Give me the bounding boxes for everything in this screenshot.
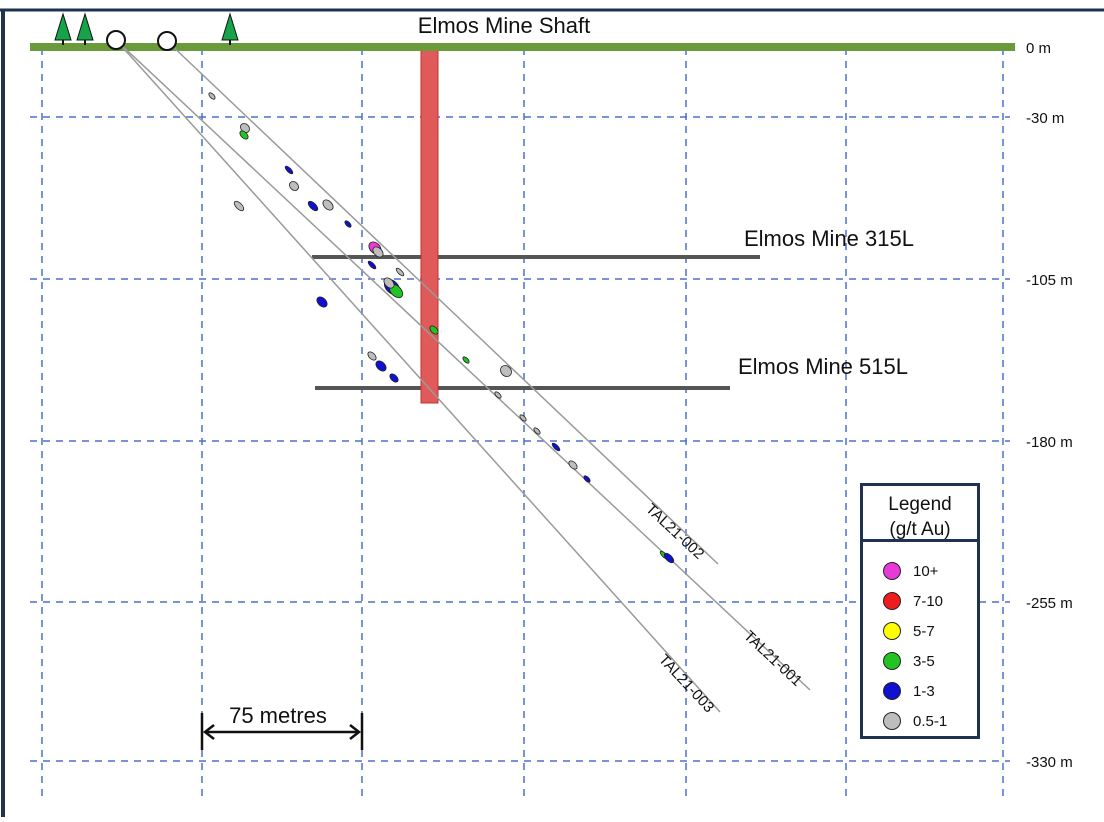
level-315-drift xyxy=(312,255,760,259)
legend-items: 10+ 7-10 5-7 3-5 1-3 0.5-1 xyxy=(863,542,977,736)
collar-marker xyxy=(157,31,177,51)
legend-item-label: 10+ xyxy=(913,562,939,580)
legend-item: 0.5-1 xyxy=(863,706,977,736)
scale-bar-label: 75 metres xyxy=(229,703,327,728)
legend-title: Legend (g/t Au) xyxy=(863,486,977,542)
level-315-label: Elmos Mine 315L xyxy=(744,226,914,251)
level-515-drift xyxy=(315,386,730,390)
mine-shaft xyxy=(420,47,439,404)
depth-label: -180 m xyxy=(1026,434,1073,451)
legend-item: 7-10 xyxy=(863,586,977,616)
shaft-title: Elmos Mine Shaft xyxy=(418,13,590,38)
tree-icon xyxy=(54,12,72,45)
legend-item-label: 3-5 xyxy=(913,652,935,670)
legend-swatch xyxy=(883,682,901,700)
legend-title-line1: Legend xyxy=(888,494,952,515)
depth-labels: 0 m -30 m -105 m -180 m -255 m -330 m xyxy=(1026,40,1073,771)
legend-swatch xyxy=(883,622,901,640)
depth-label: -255 m xyxy=(1026,595,1073,612)
legend-item: 3-5 xyxy=(863,646,977,676)
hole-trace-002 xyxy=(166,40,719,565)
collar-marker xyxy=(106,30,126,50)
hole-label-001: TAL21-001 xyxy=(740,627,805,689)
tree-icon xyxy=(221,12,239,45)
legend-swatch xyxy=(883,712,901,730)
legend-item-label: 5-7 xyxy=(913,622,935,640)
drill-traces xyxy=(115,39,811,713)
tree-icon xyxy=(76,12,94,45)
hole-trace-001 xyxy=(115,39,811,691)
legend-item: 10+ xyxy=(863,556,977,586)
legend-item: 5-7 xyxy=(863,616,977,646)
legend-title-line2: (g/t Au) xyxy=(889,519,951,540)
depth-label: 0 m xyxy=(1026,40,1051,57)
depth-label: -330 m xyxy=(1026,754,1073,771)
scale-bar xyxy=(200,713,364,750)
legend-swatch xyxy=(883,652,901,670)
legend-swatch xyxy=(883,562,901,580)
legend-swatch xyxy=(883,592,901,610)
hole-label-002: TAL21-002 xyxy=(642,500,707,562)
level-515-label: Elmos Mine 515L xyxy=(738,354,908,379)
hole-trace-003 xyxy=(115,39,721,713)
legend-item-label: 1-3 xyxy=(913,682,935,700)
vertical-grid xyxy=(41,48,1004,800)
ground-surface xyxy=(30,43,1015,51)
legend-item-label: 7-10 xyxy=(913,592,944,610)
assay-intercepts xyxy=(208,92,675,564)
legend: Legend (g/t Au) 10+ 7-10 5-7 3-5 1-3 0.5… xyxy=(860,483,980,739)
legend-item: 1-3 xyxy=(863,676,977,706)
depth-label: -105 m xyxy=(1026,272,1073,289)
legend-item-label: 0.5-1 xyxy=(913,712,948,730)
depth-label: -30 m xyxy=(1026,110,1064,127)
